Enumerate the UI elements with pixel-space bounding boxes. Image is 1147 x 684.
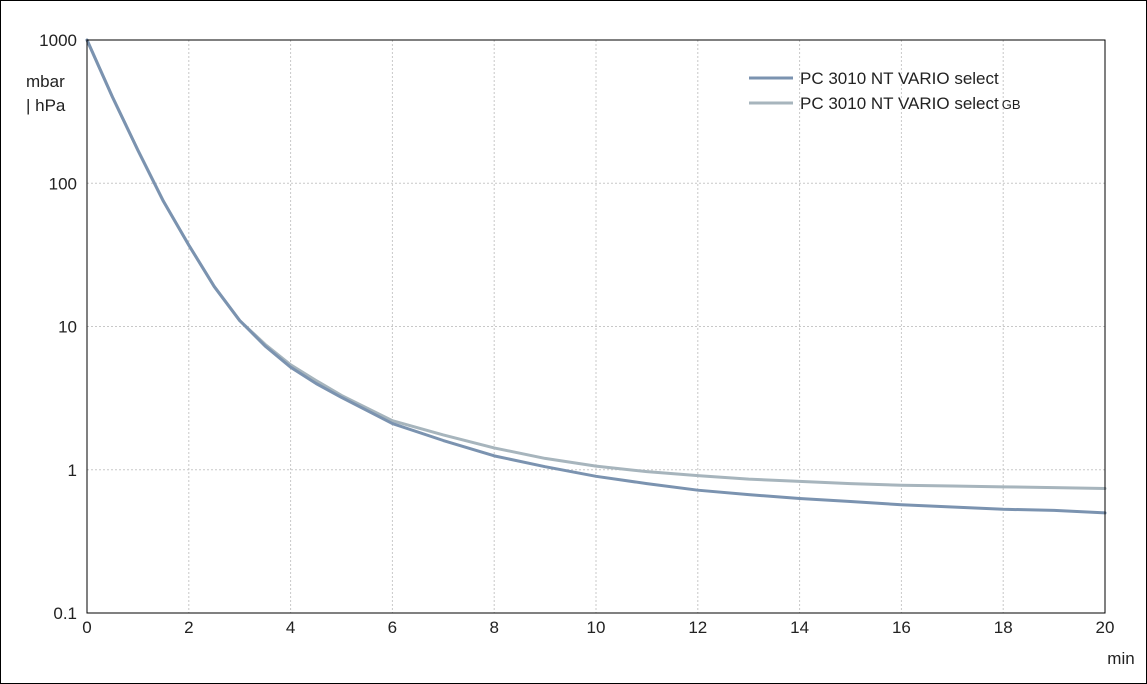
x-tick-label: 10 bbox=[587, 618, 606, 637]
plot-area-border bbox=[86, 39, 1106, 614]
x-tick-label: 8 bbox=[489, 618, 498, 637]
x-tick-label: 18 bbox=[994, 618, 1013, 637]
legend: PC 3010 NT VARIO select PC 3010 NT VARIO … bbox=[749, 69, 1021, 113]
x-tick-label: 14 bbox=[790, 618, 809, 637]
y-tick-label: 10 bbox=[58, 318, 77, 337]
label-layer: 0 2 4 6 8 10 12 14 16 18 20 0.1 1 10 100 1000 mbar | hPa m… bbox=[26, 31, 1135, 668]
x-axis-unit-label: min bbox=[1107, 649, 1134, 668]
series-layer bbox=[85, 38, 1107, 515]
x-tick-label: 12 bbox=[688, 618, 707, 637]
y-tick-label: 1 bbox=[68, 461, 77, 480]
series-line-1 bbox=[85, 38, 1107, 515]
x-tick-label: 4 bbox=[286, 618, 295, 637]
y-tick-label: 0.1 bbox=[53, 604, 77, 623]
x-tick-label: 2 bbox=[184, 618, 193, 637]
axis-layer bbox=[86, 39, 1106, 614]
grid-layer bbox=[87, 40, 1105, 613]
y-axis-unit-label: mbar bbox=[26, 72, 65, 91]
y-tick-label: 100 bbox=[49, 174, 77, 193]
y-axis-unit-label: | hPa bbox=[26, 96, 66, 115]
y-tick-label: 1000 bbox=[39, 31, 77, 50]
x-tick-label: 0 bbox=[82, 618, 91, 637]
x-tick-label: 20 bbox=[1096, 618, 1115, 637]
legend-label-1: PC 3010 NT VARIO select bbox=[800, 69, 999, 88]
x-tick-label: 16 bbox=[892, 618, 911, 637]
legend-label-2: PC 3010 NT VARIO select GB bbox=[800, 94, 1021, 113]
x-tick-label: 6 bbox=[388, 618, 397, 637]
